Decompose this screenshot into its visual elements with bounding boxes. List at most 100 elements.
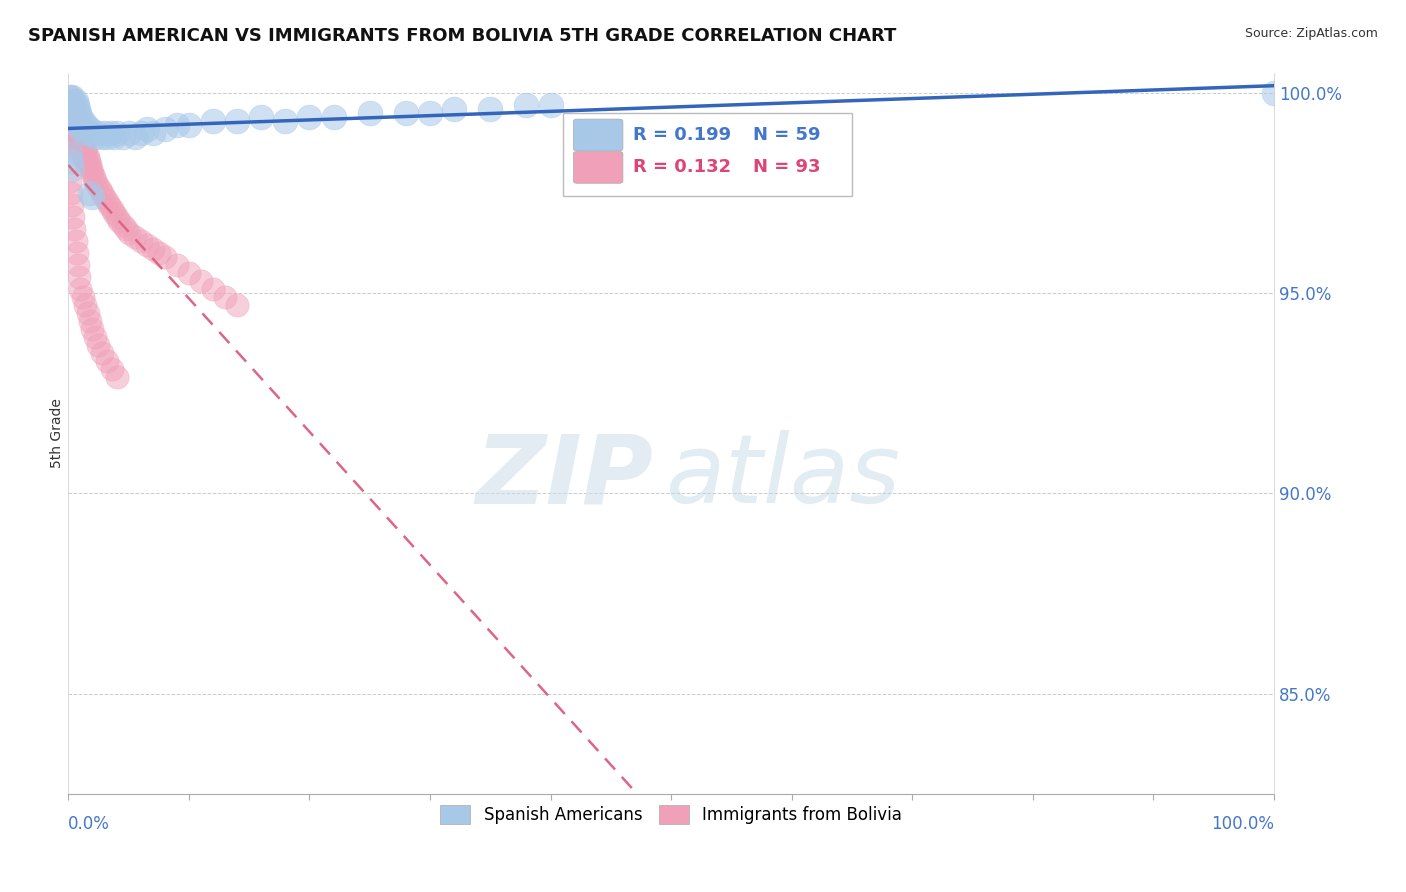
Point [83,174,105,188]
Text: atlas: atlas [665,430,900,523]
Point [103,206,125,220]
Point [540,98,562,112]
Point [83,330,105,344]
Point [60,102,83,116]
Point [66,246,89,260]
Point [190,274,212,288]
Point [65,110,87,124]
Text: ZIP: ZIP [475,430,652,523]
Legend: Spanish Americans, Immigrants from Bolivia: Spanish Americans, Immigrants from Boliv… [432,797,910,832]
Text: R = 0.199: R = 0.199 [633,126,731,144]
Point [111,130,134,145]
Text: R = 0.132: R = 0.132 [633,159,731,177]
Point [129,126,152,140]
Point [60,198,83,212]
Point [75,298,97,312]
Point [201,282,224,296]
Point [82,322,104,336]
Point [72,134,94,148]
Point [82,190,104,204]
Point [86,178,108,193]
Point [67,122,90,136]
Point [58,90,80,104]
Point [66,102,89,116]
Point [66,114,89,128]
Point [250,110,273,124]
Point [100,362,122,376]
Point [91,186,114,200]
Point [79,186,101,200]
FancyBboxPatch shape [562,112,852,195]
Point [100,126,122,140]
Point [177,266,200,280]
Point [63,106,86,120]
Point [58,174,80,188]
Point [322,110,344,124]
Point [359,106,381,120]
Point [83,170,105,185]
Point [65,114,87,128]
Text: 100.0%: 100.0% [1211,815,1274,833]
Point [66,138,89,153]
Point [105,126,128,140]
Y-axis label: 5th Grade: 5th Grade [51,399,65,468]
Point [67,106,90,120]
Point [66,118,89,132]
Point [69,138,91,153]
Point [66,130,89,145]
Point [76,150,98,164]
Point [226,114,249,128]
Point [60,90,83,104]
Point [108,214,131,228]
Point [80,162,103,177]
Point [395,106,418,120]
Point [479,102,502,116]
Point [201,114,224,128]
Point [63,222,86,236]
Point [166,118,188,132]
Point [58,98,80,112]
Point [59,114,82,128]
Point [1263,86,1285,100]
Point [96,130,118,145]
Point [69,126,91,140]
Point [93,190,115,204]
Point [72,146,94,161]
Point [419,106,441,120]
Point [72,290,94,304]
Point [72,114,94,128]
Point [77,154,100,169]
Point [83,130,105,145]
Point [82,166,104,180]
Point [76,306,98,320]
Point [62,106,84,120]
Point [65,134,87,148]
Point [298,110,321,124]
Point [515,98,537,112]
Point [135,238,157,252]
Point [58,146,80,161]
Point [142,242,165,256]
Point [58,90,80,104]
Point [66,142,89,156]
Point [69,122,91,136]
Point [91,346,114,360]
Point [89,182,111,196]
Point [148,246,170,260]
Point [59,94,82,108]
Point [98,198,121,212]
Text: 0.0%: 0.0% [69,815,110,833]
Point [59,154,82,169]
Point [60,162,83,177]
Point [62,210,84,224]
Point [65,122,87,136]
Point [73,126,96,140]
Point [76,126,98,140]
Point [79,158,101,172]
Point [63,98,86,112]
Point [65,94,87,108]
Point [142,126,165,140]
Point [91,130,114,145]
Point [135,122,157,136]
Point [66,118,89,132]
